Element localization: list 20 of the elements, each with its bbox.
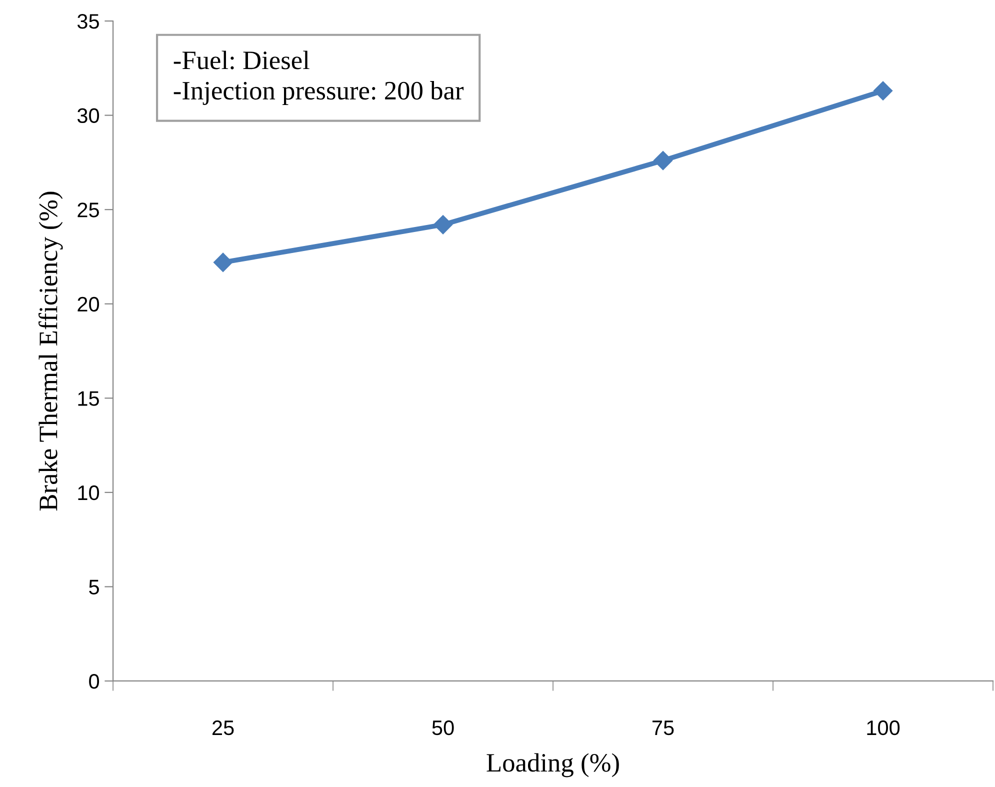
y-axis-title: Brake Thermal Efficiency (%) (38, 192, 63, 511)
y-tick-label: 0 (89, 674, 100, 689)
y-tick-label: 20 (78, 296, 100, 312)
point (213, 252, 233, 272)
x-tick-label: 75 (652, 720, 674, 736)
x-axis-title: Loading (%) (486, 753, 619, 778)
x-tick-label: 25 (212, 720, 234, 736)
point (433, 215, 453, 234)
x-tick-label: 50 (432, 720, 454, 736)
y-tick-label: 5 (89, 580, 99, 594)
point (653, 151, 673, 170)
y-tick-label: 30 (77, 108, 100, 124)
y-tick-label: 10 (78, 485, 100, 500)
annotation: -Injection pressure: 200 bar (174, 81, 464, 105)
annotation: -Fuel: Diesel (174, 50, 310, 70)
y-tick-label: 25 (78, 202, 99, 218)
y-tick-label: 35 (77, 14, 99, 29)
x-tick-label: 100 (867, 720, 900, 736)
y-tick-label: 15 (78, 391, 99, 406)
point (873, 81, 893, 100)
